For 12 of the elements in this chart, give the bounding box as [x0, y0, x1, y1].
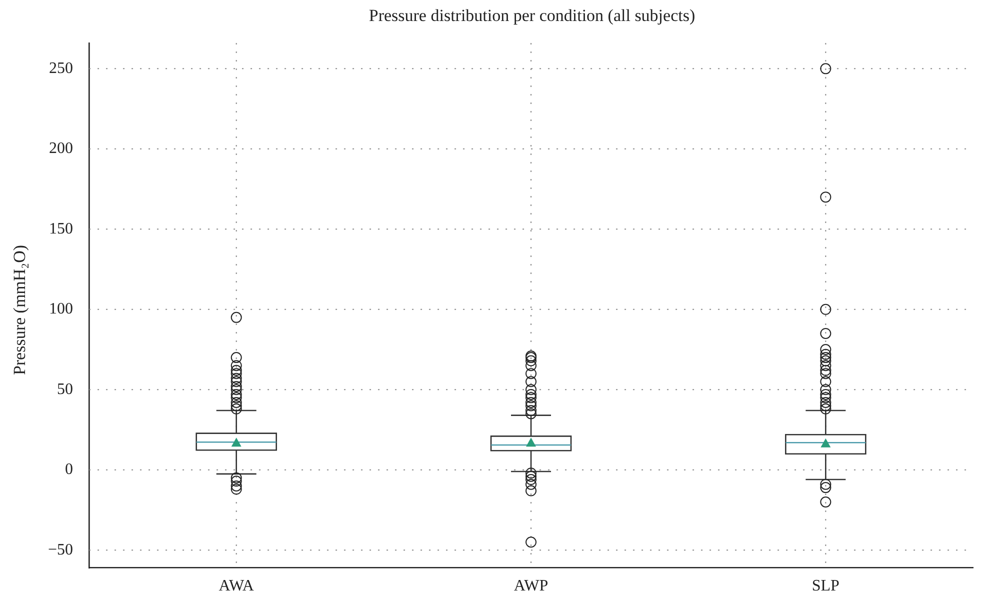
y-tick-label: −50	[48, 541, 74, 558]
y-tick-label: 250	[49, 60, 74, 77]
x-tick-label: AWP	[514, 578, 548, 595]
y-tick-label: 50	[57, 380, 74, 398]
y-tick-label: 100	[49, 300, 74, 318]
x-tick-label: AWA	[218, 578, 254, 595]
chart-title: Pressure distribution per condition (all subjects)	[368, 6, 696, 26]
x-tick-label: SLP	[812, 578, 840, 595]
y-tick-label: 0	[65, 461, 74, 478]
y-tick-label: 200	[49, 140, 74, 158]
y-axis-title: Pressure (mmH₂O)	[10, 244, 30, 376]
y-tick-label: 150	[49, 220, 74, 238]
